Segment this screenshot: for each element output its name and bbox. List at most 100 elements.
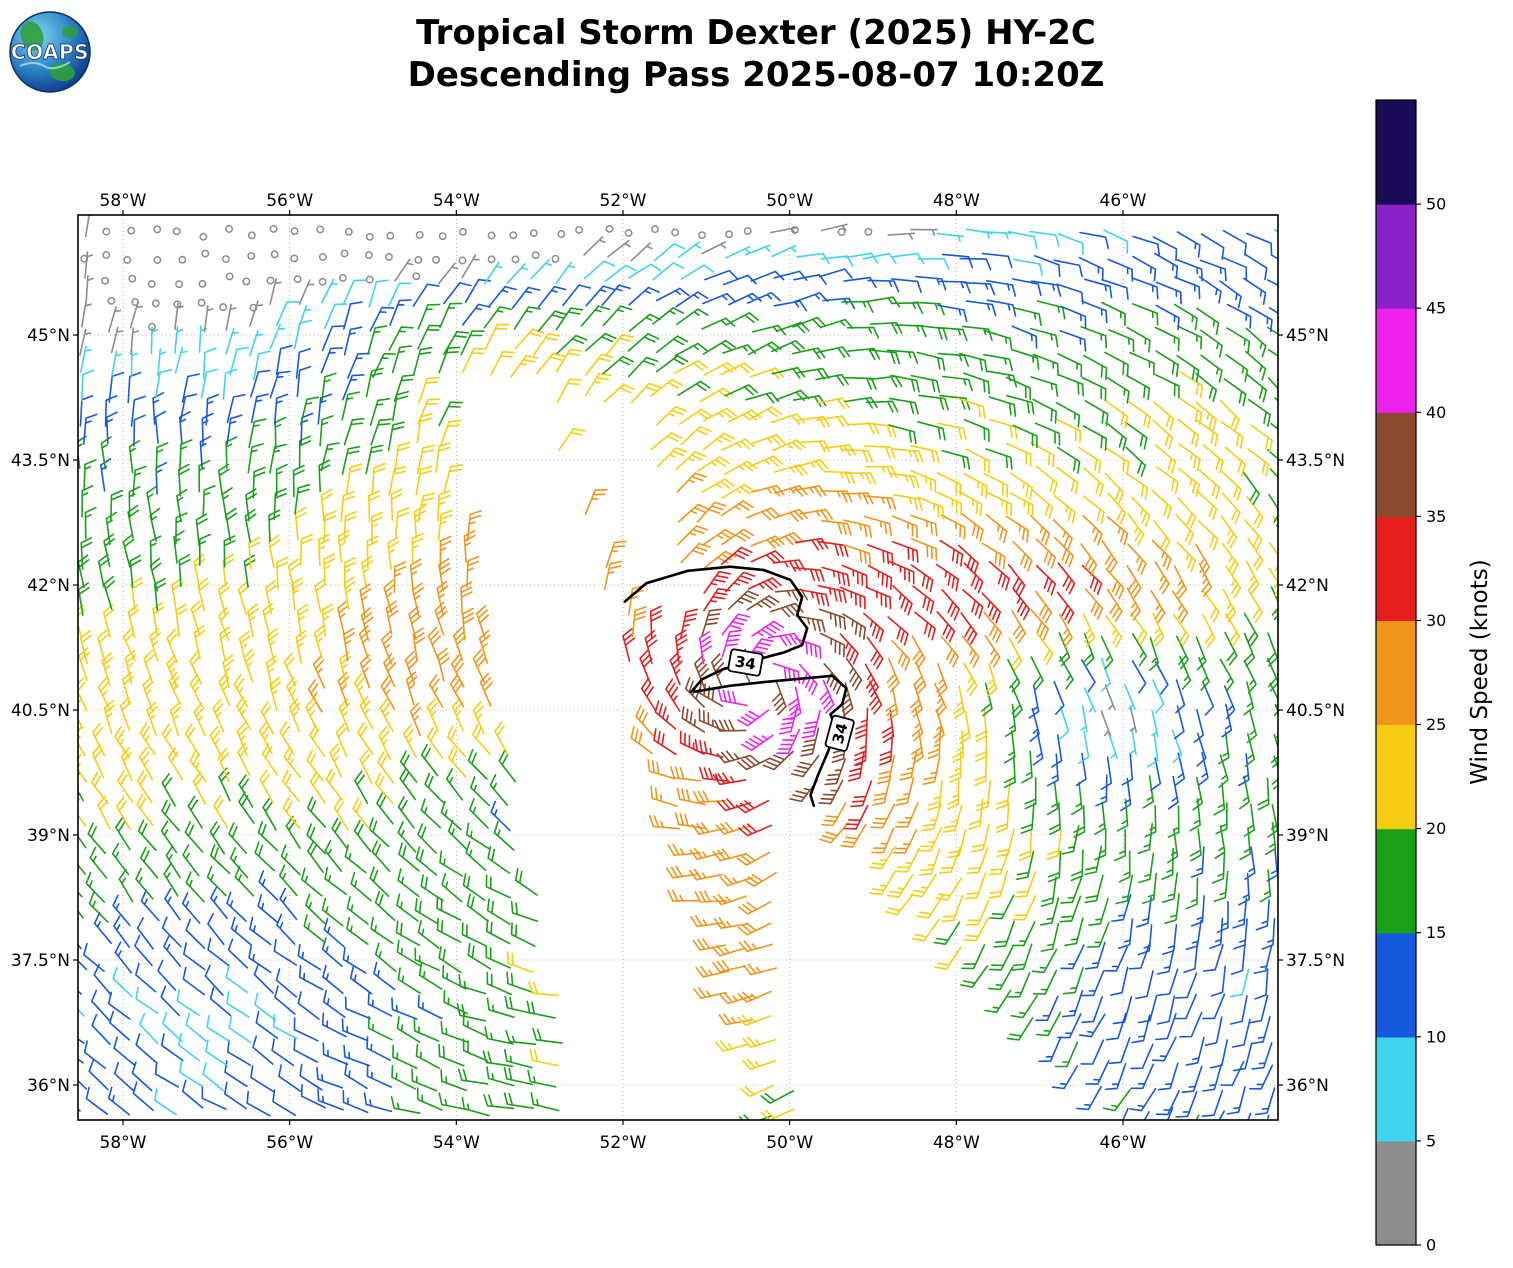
wind-barb (226, 991, 250, 1018)
wind-barb (472, 649, 486, 683)
wind-barb (1259, 869, 1272, 903)
wind-barb (394, 441, 411, 473)
wind-barb (323, 553, 336, 586)
wind-barb (129, 554, 142, 588)
calm-wind-circle (414, 255, 423, 264)
wind-barb (1012, 541, 1033, 572)
wind-barb (394, 507, 410, 539)
wind-barb (760, 1090, 795, 1104)
wind-barb (226, 891, 247, 922)
wind-barb (463, 529, 476, 563)
wind-barb (483, 306, 512, 329)
wind-barb (824, 758, 846, 786)
wind-barb (555, 307, 584, 331)
wind-barb (1130, 1043, 1154, 1070)
wind-barb (489, 774, 509, 806)
wind-barb (469, 798, 489, 829)
wind-barb (799, 589, 830, 607)
calm-wind-circle (438, 232, 447, 241)
wind-barb (236, 722, 248, 757)
wind-barb (1080, 543, 1098, 576)
wind-barb (1270, 422, 1278, 431)
wind-barb (1071, 781, 1083, 815)
wind-barb (479, 672, 493, 707)
wind-barb (1003, 755, 1016, 789)
wind-barb (843, 544, 872, 566)
wind-barb (493, 820, 515, 851)
wind-barb (1029, 327, 1059, 348)
wind-barb (443, 330, 470, 355)
wind-barb (717, 688, 748, 707)
wind-barb (139, 1012, 159, 1045)
wind-barb (1019, 829, 1033, 862)
wind-barb (721, 629, 742, 658)
wind-barb (1210, 965, 1226, 997)
wind-barb (1010, 995, 1038, 1019)
wind-barb (841, 448, 873, 463)
wind-barb (324, 866, 347, 895)
wind-barb (957, 397, 986, 419)
wind-barb (530, 1092, 560, 1112)
wind-barb (1155, 466, 1179, 495)
wind-barb (1084, 845, 1103, 876)
calm-wind-circle (178, 255, 187, 264)
wind-barb (276, 556, 289, 590)
wind-barb (253, 350, 271, 381)
wind-barb (485, 874, 511, 899)
wind-barb (1081, 970, 1105, 997)
wind-barb (605, 540, 627, 568)
wind-barb (504, 1048, 533, 1069)
wind-barb (139, 722, 156, 756)
wind-barb (135, 986, 159, 1015)
wind-barb (322, 989, 346, 1018)
wind-barb (1061, 989, 1084, 1018)
wind-barb (853, 734, 868, 766)
wind-barb (417, 823, 437, 854)
wind-barb (725, 312, 760, 326)
wind-barb (472, 723, 491, 756)
wind-barb (1176, 541, 1197, 573)
wind-barb (513, 306, 541, 330)
wind-barb (750, 550, 785, 564)
wind-barb (787, 686, 802, 721)
wind-barb (1181, 1065, 1203, 1094)
wind-barb (1266, 632, 1278, 667)
wind-barb (1268, 349, 1278, 357)
wind-barb (532, 333, 561, 357)
wind-barb (174, 326, 184, 354)
wind-barb (736, 851, 771, 866)
wind-barb (865, 422, 897, 438)
wind-barb (1225, 565, 1242, 599)
wind-barb (368, 490, 381, 523)
wind-barb (601, 284, 631, 306)
wind-barb (958, 710, 971, 745)
wind-barb (1104, 472, 1125, 504)
wind-barb (674, 342, 708, 357)
wind-barb (412, 582, 424, 617)
wind-barb (963, 916, 990, 942)
wind-barb (840, 823, 867, 848)
wind-barb (988, 870, 1008, 899)
wind-barb (1230, 995, 1248, 1025)
wind-barb (815, 373, 849, 386)
wind-barb (415, 1043, 441, 1070)
wind-barb (179, 439, 193, 471)
wind-barb (457, 1068, 489, 1085)
wind-barb (1233, 1042, 1253, 1072)
wind-barb (958, 544, 979, 575)
wind-barb (958, 490, 983, 517)
wind-barb (1183, 942, 1199, 974)
wind-barb (1172, 613, 1190, 647)
wind-barb (580, 305, 611, 327)
wind-barb (1257, 777, 1270, 811)
wind-barb (737, 755, 771, 771)
wind-barb (910, 228, 938, 236)
wind-barb (1102, 1088, 1131, 1112)
wind-barb (1082, 425, 1108, 451)
wind-barb (1079, 1013, 1106, 1038)
wind-barb (1244, 253, 1268, 281)
wind-barb (174, 347, 188, 374)
wind-barb (179, 393, 198, 424)
wind-barb (434, 601, 448, 636)
wind-barb (703, 528, 736, 546)
